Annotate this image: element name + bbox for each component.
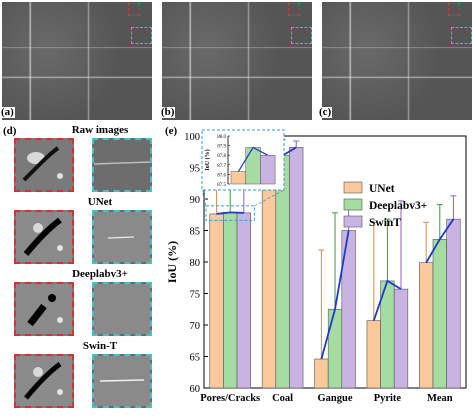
inset-bar (260, 154, 276, 185)
roi-red-a (128, 3, 140, 16)
trend-line (216, 211, 244, 215)
crop-title-deeplab: Deeplabv3+ (72, 268, 128, 280)
zoom-region (205, 205, 255, 221)
y-tick-label: 95 (190, 164, 201, 175)
crop-swint-cyan (92, 354, 152, 408)
y-tick-label: 80 (190, 258, 201, 269)
x-tick-label: Coal (272, 393, 293, 404)
legend-label: SwinT (369, 217, 401, 229)
inset-y-tick-label: 87.7 (217, 164, 226, 169)
bar-swint (289, 147, 304, 389)
bar-unet (209, 213, 224, 389)
inset-y-tick-label: 87.6 (217, 173, 226, 178)
bar-swint (393, 288, 409, 389)
ct-slice-a (2, 2, 152, 120)
roi-cyan-b (291, 27, 312, 44)
bar-unet (419, 262, 434, 389)
trend-line (372, 279, 402, 321)
bar-deeplabv3+ (432, 239, 447, 389)
crop-deeplab-red (14, 282, 74, 336)
trend-line (425, 218, 455, 264)
y-tick-label: 90 (190, 195, 201, 206)
y-tick-label: 70 (190, 321, 201, 332)
ct-slice-c (322, 2, 472, 120)
y-tick-label: 85 (190, 227, 201, 238)
bar-deeplabv3+ (327, 308, 343, 389)
crop-unet-red (14, 210, 74, 264)
panel-label-d: (d) (2, 125, 18, 137)
y-tick-label: 75 (190, 290, 201, 301)
roi-red-b (288, 3, 300, 16)
y-tick-label: 65 (190, 353, 201, 364)
inset-connector (254, 189, 285, 207)
panel-label-c: (c) (318, 106, 333, 118)
inset-y-tick-label: 87.8 (217, 154, 226, 159)
legend-swatch (343, 215, 363, 228)
trend-line (320, 230, 350, 360)
x-tick-label: Mean (427, 393, 453, 404)
roi-cyan-c (451, 27, 472, 44)
panel-label-a: (a) (0, 106, 15, 118)
crop-title-unet: UNet (87, 196, 113, 208)
legend-label: UNet (369, 183, 395, 195)
bar-unet (366, 320, 381, 389)
panel-label-b: (b) (160, 106, 176, 118)
bar-deeplabv3+ (223, 212, 238, 389)
bar-unet (261, 156, 277, 389)
crop-deeplab-cyan (92, 282, 152, 336)
inset-y-tick-label: 87.5 (217, 183, 226, 188)
ct-slice-b (162, 2, 312, 120)
inset-y-tick-label: 88.0 (217, 135, 226, 140)
bar-unet (314, 358, 329, 389)
x-tick-label: Gangue (317, 393, 352, 404)
y-axis-label: IoU (%) (166, 241, 179, 283)
x-tick-label: Pores/Cracks (200, 393, 260, 404)
crop-title-swint: Swin-T (82, 340, 118, 352)
y-tick-label: 100 (184, 132, 200, 143)
roi-red-c (448, 3, 460, 16)
legend-label: Deeplabv3+ (369, 200, 427, 212)
legend-swatch (343, 181, 363, 194)
crop-title-raw: Raw images (71, 124, 129, 136)
panel-label-e: (e) (164, 125, 179, 137)
inset-y-label: IoU (%) (204, 149, 211, 170)
y-tick-label: 60 (190, 384, 201, 395)
inset-y-tick-label: 87.9 (217, 145, 226, 150)
x-tick-label: Pyrite (374, 393, 402, 404)
inset-bar (245, 147, 261, 185)
crop-raw-cyan (92, 138, 152, 192)
crop-raw-red (14, 138, 74, 192)
roi-cyan-a (131, 27, 152, 44)
bar-swint (236, 212, 251, 389)
iou-bar-chart: 60 65 70 75 80 85 90 95 100 IoU (%) Pores/Cracks C… (166, 129, 467, 404)
inset-connector (201, 189, 207, 207)
crop-swint-red (14, 354, 74, 408)
inset-trend-line (237, 146, 269, 172)
inset-bar (230, 171, 246, 185)
bar-swint (446, 218, 461, 389)
legend-swatch (343, 198, 363, 211)
crop-unet-cyan (92, 210, 152, 264)
